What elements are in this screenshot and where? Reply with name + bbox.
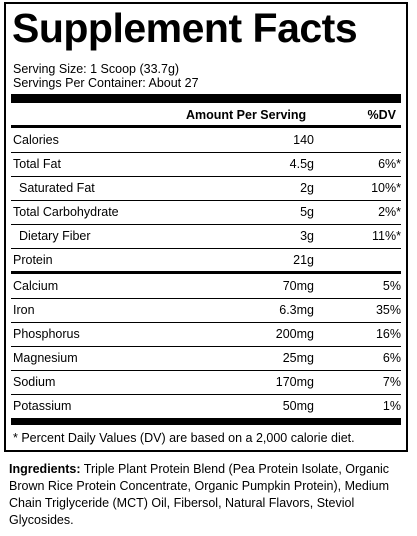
servings-per-container: Servings Per Container: About 27 [13, 76, 199, 90]
nutrient-dv: 10%* [371, 181, 401, 195]
row-divider [11, 224, 401, 225]
nutrient-name: Saturated Fat [19, 181, 95, 195]
nutrient-dv: 16% [375, 327, 401, 341]
row-divider [11, 152, 401, 153]
nutrient-amount: 2g [300, 181, 314, 195]
nutrient-name: Magnesium [13, 351, 78, 365]
nutrient-amount: 170mg [275, 375, 314, 389]
row-divider [11, 248, 401, 249]
row-divider [11, 176, 401, 177]
ingredients-text: Triple Plant Protein Blend (Pea Protein … [9, 462, 390, 527]
row-divider [11, 322, 401, 323]
dv-header: %DV [367, 108, 396, 122]
row-divider [11, 346, 401, 347]
nutrient-amount: 21g [293, 253, 314, 267]
nutrient-row-total-fat: Total Fat 4.5g 6%* [11, 152, 401, 176]
nutrient-dv: 2%* [378, 205, 401, 219]
row-divider [11, 298, 401, 299]
nutrient-name: Protein [13, 253, 53, 267]
nutrient-row-calcium: Calcium 70mg 5% [11, 274, 401, 298]
nutrient-amount: 140 [293, 133, 314, 147]
panel-title: Supplement Facts [12, 5, 358, 51]
nutrient-name: Dietary Fiber [19, 229, 91, 243]
nutrient-row-dietary-fiber: Dietary Fiber 3g 11%* [11, 224, 401, 248]
row-divider [11, 394, 401, 395]
nutrient-amount: 6.3mg [279, 303, 314, 317]
nutrient-row-total-carbohydrate: Total Carbohydrate 5g 2%* [11, 200, 401, 224]
nutrient-row-calories: Calories 140 [11, 128, 401, 152]
nutrient-row-potassium: Potassium 50mg 1% [11, 394, 401, 418]
nutrient-dv: 6%* [378, 157, 401, 171]
nutrient-row-protein: Protein 21g [11, 248, 401, 272]
header-divider [11, 125, 401, 128]
nutrient-amount: 50mg [282, 399, 314, 413]
nutrient-name: Sodium [13, 375, 56, 389]
nutrient-row-magnesium: Magnesium 25mg 6% [11, 346, 401, 370]
section-divider [11, 271, 401, 274]
nutrient-name: Total Carbohydrate [13, 205, 119, 219]
nutrient-dv: 35% [375, 303, 401, 317]
nutrient-name: Iron [13, 303, 35, 317]
ingredients-statement: Ingredients: Triple Plant Protein Blend … [9, 461, 401, 529]
bottom-thick-divider [11, 418, 401, 425]
nutrient-row-iron: Iron 6.3mg 35% [11, 298, 401, 322]
nutrient-name: Calories [13, 133, 59, 147]
nutrient-amount: 3g [300, 229, 314, 243]
nutrient-row-phosphorus: Phosphorus 200mg 16% [11, 322, 401, 346]
nutrient-row-saturated-fat: Saturated Fat 2g 10%* [11, 176, 401, 200]
dv-footnote: * Percent Daily Values (DV) are based on… [13, 431, 355, 445]
nutrient-dv: 1% [382, 399, 401, 413]
nutrient-amount: 200mg [275, 327, 314, 341]
nutrient-name: Total Fat [13, 157, 61, 171]
nutrient-name: Potassium [13, 399, 72, 413]
nutrient-dv: 5% [382, 279, 401, 293]
nutrient-amount: 25mg [282, 351, 314, 365]
nutrient-dv: 7% [382, 375, 401, 389]
serving-size: Serving Size: 1 Scoop (33.7g) [13, 62, 180, 76]
amount-per-serving-header: Amount Per Serving [186, 108, 307, 122]
nutrient-row-sodium: Sodium 170mg 7% [11, 370, 401, 394]
nutrient-name: Phosphorus [13, 327, 80, 341]
row-divider [11, 370, 401, 371]
thick-divider [11, 94, 401, 103]
nutrient-name: Calcium [13, 279, 59, 293]
supplement-facts-panel: Supplement Facts Serving Size: 1 Scoop (… [4, 2, 408, 452]
ingredients-label: Ingredients: [9, 462, 81, 476]
nutrient-dv: 11%* [372, 229, 401, 243]
nutrient-amount: 4.5g [289, 157, 314, 171]
nutrient-amount: 70mg [282, 279, 314, 293]
nutrient-amount: 5g [300, 205, 314, 219]
row-divider [11, 200, 401, 201]
nutrient-dv: 6% [382, 351, 401, 365]
